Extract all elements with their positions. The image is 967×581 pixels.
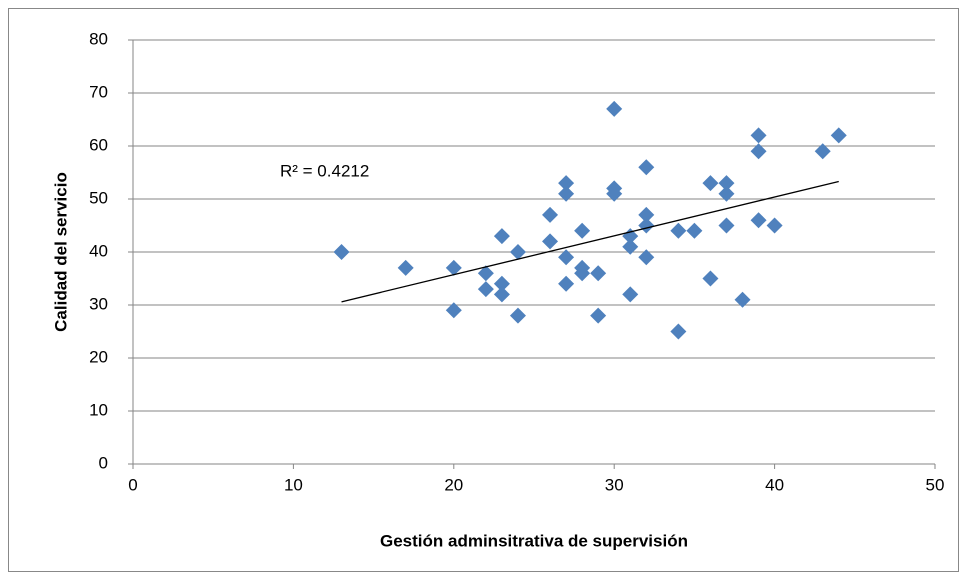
data-point: [638, 206, 655, 223]
y-tick-label: 60: [89, 135, 108, 154]
data-point: [734, 291, 751, 308]
data-point: [477, 265, 494, 282]
y-axis-title: Calidad del servicio: [51, 172, 70, 332]
data-point: [509, 307, 526, 324]
x-axis-title: Gestión adminsitrativa de supervisión: [380, 531, 688, 550]
data-point: [333, 244, 350, 260]
y-tick-label: 30: [89, 294, 108, 313]
data-point: [445, 302, 462, 319]
x-tick-label: 0: [128, 475, 137, 494]
data-point: [558, 175, 575, 192]
data-point: [445, 259, 462, 276]
data-point: [542, 233, 559, 250]
y-tick-label: 80: [89, 29, 108, 48]
data-point: [718, 217, 735, 234]
data-point: [509, 244, 526, 260]
data-point: [622, 228, 639, 245]
data-point: [814, 143, 831, 160]
data-point: [558, 185, 575, 202]
x-tick-label: 30: [605, 475, 624, 494]
data-point: [574, 265, 591, 282]
data-point: [750, 143, 767, 160]
data-point: [766, 217, 783, 234]
y-tick-label: 70: [89, 82, 108, 101]
data-point: [718, 175, 735, 192]
x-tick-label: 40: [765, 475, 784, 494]
data-point: [718, 185, 735, 202]
data-point: [638, 249, 655, 266]
data-point: [574, 222, 591, 239]
data-point: [558, 249, 575, 266]
data-point: [686, 222, 703, 239]
data-point: [622, 238, 639, 255]
data-point: [590, 307, 607, 324]
y-tick-label: 0: [99, 453, 108, 472]
data-point: [606, 185, 623, 202]
data-point: [750, 127, 767, 144]
data-point: [477, 281, 494, 298]
x-tick-label: 50: [926, 475, 945, 494]
data-point: [622, 286, 639, 303]
data-point: [670, 222, 687, 239]
data-point: [606, 100, 623, 117]
data-point: [397, 259, 414, 276]
x-tick-label: 20: [444, 475, 463, 494]
x-tick-label: 10: [284, 475, 303, 494]
data-point: [493, 275, 510, 292]
data-point: [750, 212, 767, 229]
data-point: [493, 228, 510, 245]
data-point: [638, 159, 655, 176]
data-point: [830, 127, 847, 144]
data-point: [493, 286, 510, 303]
trendline-label: R² = 0.4212: [280, 161, 369, 180]
data-point: [702, 175, 719, 192]
y-tick-label: 40: [89, 241, 108, 260]
data-point: [702, 270, 719, 287]
y-tick-label: 50: [89, 188, 108, 207]
trendline: [341, 180, 839, 303]
y-tick-label: 20: [89, 347, 108, 366]
data-point: [670, 323, 687, 340]
data-point: [590, 265, 607, 282]
data-point: [558, 275, 575, 292]
data-point: [542, 206, 559, 223]
y-tick-label: 10: [89, 400, 108, 419]
